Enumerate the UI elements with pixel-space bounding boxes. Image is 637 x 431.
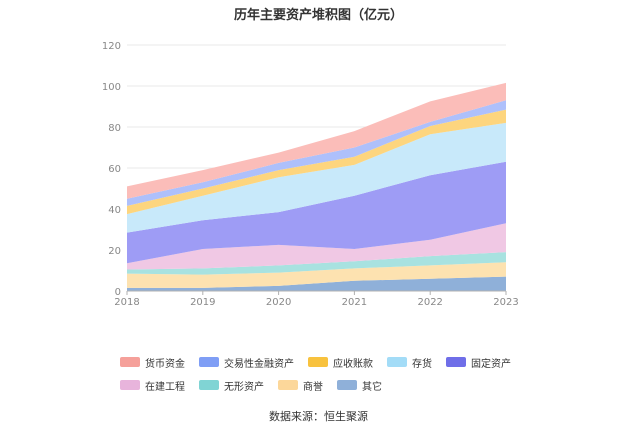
legend-swatch: [120, 357, 140, 367]
data-source-note: 数据来源：恒生聚源: [269, 410, 368, 423]
area-series-应收账款: [127, 109, 506, 215]
area-series-在建工程: [127, 223, 506, 270]
legend-label: 应收账款: [333, 358, 373, 370]
legend-item[interactable]: 无形资产: [199, 378, 264, 393]
x-tick-label: 2019: [190, 297, 215, 308]
legend-swatch: [199, 357, 219, 367]
legend-label: 在建工程: [145, 381, 185, 393]
legend-item[interactable]: 货币资金: [120, 355, 185, 370]
legend-label: 货币资金: [145, 358, 185, 370]
y-tick-label: 40: [108, 205, 121, 216]
legend-label: 交易性金融资产: [224, 358, 294, 370]
y-tick-label: 120: [102, 41, 121, 52]
legend-item[interactable]: 交易性金融资产: [199, 355, 294, 370]
y-tick-label: 100: [102, 82, 121, 93]
legend-item[interactable]: 固定资产: [446, 355, 511, 370]
y-tick-label: 80: [108, 123, 121, 134]
legend-label: 其它: [362, 381, 382, 393]
legend-label: 商誉: [303, 381, 323, 393]
legend-item[interactable]: 商誉: [278, 378, 323, 393]
y-tick-label: 60: [108, 164, 121, 175]
y-tick-label: 0: [115, 287, 121, 298]
area-series-存货: [127, 122, 506, 233]
legend-item[interactable]: 存货: [387, 355, 432, 370]
x-tick-label: 2020: [266, 297, 291, 308]
area-series-交易性金融资产: [127, 100, 506, 206]
chart-legend[interactable]: 货币资金 交易性金融资产 应收账款 存货 固定资产在建工程 无形资产 商誉 其它: [120, 352, 560, 398]
area-series-货币资金: [127, 82, 506, 199]
legend-swatch: [199, 380, 219, 390]
legend-label: 无形资产: [224, 381, 264, 393]
legend-item[interactable]: 在建工程: [120, 378, 185, 393]
area-series-无形资产: [127, 252, 506, 275]
x-tick-label: 2021: [342, 297, 367, 308]
legend-swatch: [337, 380, 357, 390]
area-series-其它: [127, 276, 506, 291]
legend-label: 固定资产: [471, 358, 511, 370]
y-tick-label: 20: [108, 246, 121, 257]
legend-swatch: [120, 380, 140, 390]
legend-item[interactable]: 其它: [337, 378, 382, 393]
legend-label: 存货: [412, 358, 432, 370]
area-series-商誉: [127, 262, 506, 288]
legend-swatch: [278, 380, 298, 390]
x-tick-label: 2023: [493, 297, 518, 308]
legend-swatch: [446, 357, 466, 367]
legend-swatch: [387, 357, 407, 367]
x-tick-label: 2022: [417, 297, 442, 308]
legend-item[interactable]: 应收账款: [308, 355, 373, 370]
area-series-固定资产: [127, 161, 506, 264]
x-tick-label: 2018: [114, 297, 139, 308]
chart-title: 历年主要资产堆积图（亿元）: [233, 8, 403, 23]
legend-swatch: [308, 357, 328, 367]
